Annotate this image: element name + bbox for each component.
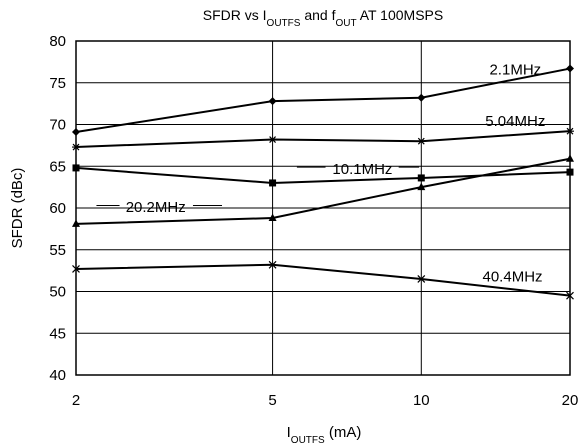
data-point: [566, 127, 574, 135]
y-tick-label: 80: [49, 33, 66, 50]
data-point: [268, 136, 277, 143]
data-point: [72, 128, 80, 137]
y-tick-label: 40: [49, 367, 66, 384]
data-point: [72, 143, 80, 151]
y-tick-label: 60: [49, 200, 66, 217]
y-tick-label: 55: [49, 242, 66, 259]
data-point: [417, 174, 425, 182]
series-line: [75, 157, 571, 225]
x-axis-title: IOUTFS (mA): [287, 424, 362, 446]
data-point: [566, 168, 574, 176]
series-label: 2.1MHz: [489, 61, 541, 78]
series-40.4MHz: [72, 260, 574, 300]
data-point: [417, 93, 426, 102]
y-tick-label: 65: [49, 158, 66, 175]
data-point: [566, 154, 574, 162]
series-2.1MHz: [72, 64, 574, 137]
series-line: [75, 263, 571, 297]
series-layer: [72, 64, 574, 300]
x-tick-label: 5: [268, 392, 276, 409]
series-line: [75, 67, 571, 134]
data-point: [72, 219, 80, 227]
series-label: 10.1MHz: [332, 161, 392, 178]
data-point: [72, 265, 80, 273]
data-point: [269, 179, 277, 187]
series-10.1MHz: [72, 164, 574, 187]
chart-title: SFDR vs IOUTFS and fOUT AT 100MSPS: [203, 7, 443, 29]
data-point: [268, 260, 277, 269]
series-label: 40.4MHz: [483, 268, 543, 285]
data-point: [268, 213, 277, 222]
y-axis-title: SFDR (dBc): [9, 168, 26, 249]
data-point: [417, 275, 426, 283]
data-point: [268, 97, 277, 106]
y-tick-label: 45: [49, 325, 66, 342]
series-5.04MHz: [72, 127, 574, 151]
series-label: 5.04MHz: [485, 113, 545, 130]
data-point: [72, 164, 80, 172]
series-labels: 2.1MHz 5.04MHz 10.1MHz 20.2MHz 40.4MHz: [96, 61, 545, 285]
y-axis: 40 45 50 55 60 65 70 75 80: [49, 33, 66, 384]
series-label: 20.2MHz: [126, 199, 186, 216]
x-tick-label: 2: [72, 392, 80, 409]
x-axis: 2 5 10 20: [72, 392, 579, 409]
data-point: [417, 137, 426, 145]
data-point: [566, 291, 574, 300]
plot-frame: [75, 40, 571, 376]
grid: [76, 41, 570, 375]
data-point: [417, 182, 426, 191]
series-line: [75, 166, 571, 184]
y-tick-label: 50: [49, 284, 66, 301]
data-point: [566, 64, 574, 73]
y-tick-label: 70: [49, 117, 66, 134]
series-line: [75, 130, 571, 149]
series-20.2MHz: [72, 154, 574, 227]
x-tick-label: 20: [562, 392, 579, 409]
y-tick-label: 75: [49, 75, 66, 92]
x-tick-label: 10: [413, 392, 430, 409]
